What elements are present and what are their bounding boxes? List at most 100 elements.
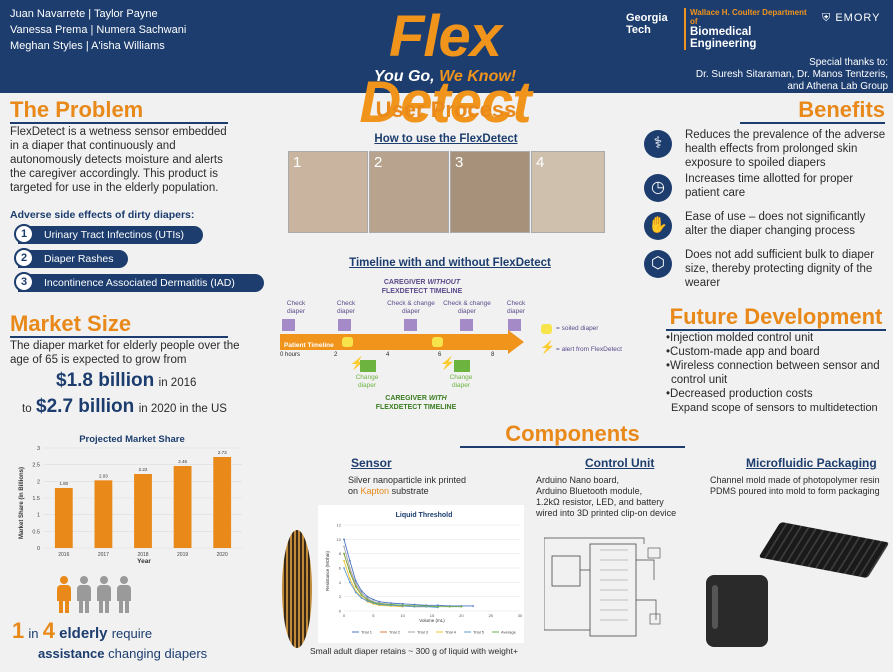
future-item-text: Injection molded control unit [670, 332, 814, 344]
coulter-logo-line2: Biomedical Engineering [690, 26, 757, 50]
line-point [401, 602, 404, 605]
micro-line: Channel mold made of photopolymer resin [710, 475, 880, 485]
coulter-logo-line1: Wallace H. Coulter Department of [690, 8, 807, 26]
soiled-diaper-marker [432, 337, 443, 347]
alert-bolt-icon: ⚡ [440, 356, 455, 370]
market-share-bar-chart: Projected Market Share Market Share (in … [19, 434, 242, 565]
patient-timeline-bar: Patient Timeline [280, 334, 508, 350]
line-point [343, 545, 345, 548]
line-point [343, 552, 345, 555]
sensor-title: Sensor [351, 456, 392, 470]
line-y-tick: 12 [337, 523, 342, 528]
user-process-heading: User Process [375, 97, 517, 122]
sensor-body-word: on [348, 486, 359, 496]
poster-header: Juan Navarrete | Taylor Payne Vanessa Pr… [0, 0, 893, 135]
microfluidic-mold-image [758, 521, 890, 579]
line-point [413, 605, 416, 607]
photo-number: 1 [293, 154, 302, 171]
line-point [360, 597, 363, 599]
poster-title: Flex Detect [359, 4, 531, 135]
bar-chart-xlabel: Year [137, 558, 151, 565]
bar [54, 488, 73, 548]
how-to-use-title: How to use the FlexDetect [374, 133, 518, 145]
stat-require: require [111, 626, 153, 641]
schematic-wires [544, 537, 657, 631]
future-list: •Injection molded control unit •Custom-m… [666, 331, 892, 415]
timeline-tick: 2 [334, 352, 338, 358]
with-label-part: FLEXDETECT TIMELINE [375, 404, 457, 411]
future-item-text: Custom-made app and board [670, 346, 820, 358]
control-line: Arduino Nano board, [536, 475, 620, 485]
effect-number: 3 [14, 272, 34, 292]
thanks-line: and Athena Lab Group [787, 81, 888, 92]
bar-category-label: 2018 [137, 552, 148, 558]
bar-value-label: 1.80 [59, 481, 68, 486]
change-marker [360, 360, 376, 372]
person-icon [56, 576, 72, 614]
line-point [366, 598, 369, 601]
poster-tagline: You Go, We Know! [330, 68, 560, 86]
line-legend-label: Trial 4 [445, 630, 457, 635]
line-y-tick: 0 [339, 609, 342, 614]
benefit-text: Increases time allotted for proper patie… [685, 173, 854, 199]
line-chart-grid: 0 2 4 6 8 10 12 0 5 10 15 20 25 30 [337, 523, 523, 619]
bar-value-label: 2.46 [178, 459, 187, 464]
clip-device-clip [712, 585, 718, 629]
schematic-pins [600, 549, 628, 621]
line-x-tick: 5 [372, 613, 375, 618]
market-value: $1.8 billion [56, 370, 155, 391]
stat-number-one: 1 [12, 618, 25, 643]
line-legend-label: Trial 2 [389, 630, 401, 635]
person-icon [116, 576, 132, 614]
without-label-part: CAREGIVER [383, 279, 426, 286]
market-value: $2.7 billion [36, 396, 135, 417]
with-label-part: CAREGIVER [385, 395, 427, 402]
adverse-effect-item: 1 Urinary Tract Infectinos (UTIs) [14, 224, 203, 244]
check-marker [282, 319, 295, 331]
circuit-schematic-image [544, 537, 661, 637]
adverse-effect-item: 2 Diaper Rashes [14, 248, 128, 268]
schematic-bluetooth-module [551, 555, 581, 587]
legend-bolt-icon: ⚡ [540, 340, 555, 354]
photo-number: 4 [536, 154, 545, 171]
line-point [360, 594, 363, 597]
future-heading: Future Development [666, 305, 886, 331]
timeline-tick: 4 [386, 352, 390, 358]
timeline-tick: 0 hours [280, 352, 301, 358]
future-item: •Decreased production costs [666, 388, 813, 400]
timeline-tick: 8 [491, 352, 495, 358]
future-item: •Injection molded control unit [666, 332, 814, 344]
step-photo: 3 [450, 151, 530, 233]
line-point [372, 598, 375, 601]
timeline-event-top: Check & change diaper [443, 300, 491, 315]
coulter-logo: Wallace H. Coulter Department of Biomedi… [684, 8, 814, 50]
line-y-tick: 2 [339, 594, 342, 599]
bar [94, 480, 113, 548]
bar-chart-grid: 0 0.5 1 1.5 2 2.5 3 [32, 446, 242, 552]
line-chart-title: Liquid Threshold [396, 512, 453, 519]
effect-number: 1 [14, 224, 34, 244]
future-item-text: Wireless connection between sensor and c… [670, 360, 880, 386]
stat-assistance: assistance [38, 646, 105, 661]
check-marker [338, 319, 351, 331]
bar-y-tick: 2.5 [32, 463, 40, 469]
microfluidic-body: Channel mold made of photopolymer resin … [710, 475, 892, 497]
bar-y-tick: 0 [37, 546, 40, 552]
sensor-body-kapton: Kapton [360, 486, 390, 496]
person-icon [76, 576, 92, 614]
emory-logo: ⛨ EMORY [822, 12, 880, 25]
without-label-part: FLEXDETECT TIMELINE [381, 288, 463, 295]
future-item-extra: Expand scope of sensors to multidetectio… [671, 402, 878, 414]
problem-heading: The Problem [10, 98, 228, 124]
line-point [390, 603, 392, 606]
line-x-tick: 30 [518, 613, 523, 618]
line-point [354, 582, 357, 585]
bar-category-label: 2019 [177, 552, 188, 558]
person-icon [96, 576, 112, 614]
step-photo: 2 [369, 151, 449, 233]
legend-soiled-swatch [541, 324, 552, 334]
market-body: The diaper market for elderly people ove… [10, 340, 240, 366]
effect-number: 2 [14, 248, 34, 268]
line-point [460, 605, 463, 608]
line-series [343, 553, 462, 608]
